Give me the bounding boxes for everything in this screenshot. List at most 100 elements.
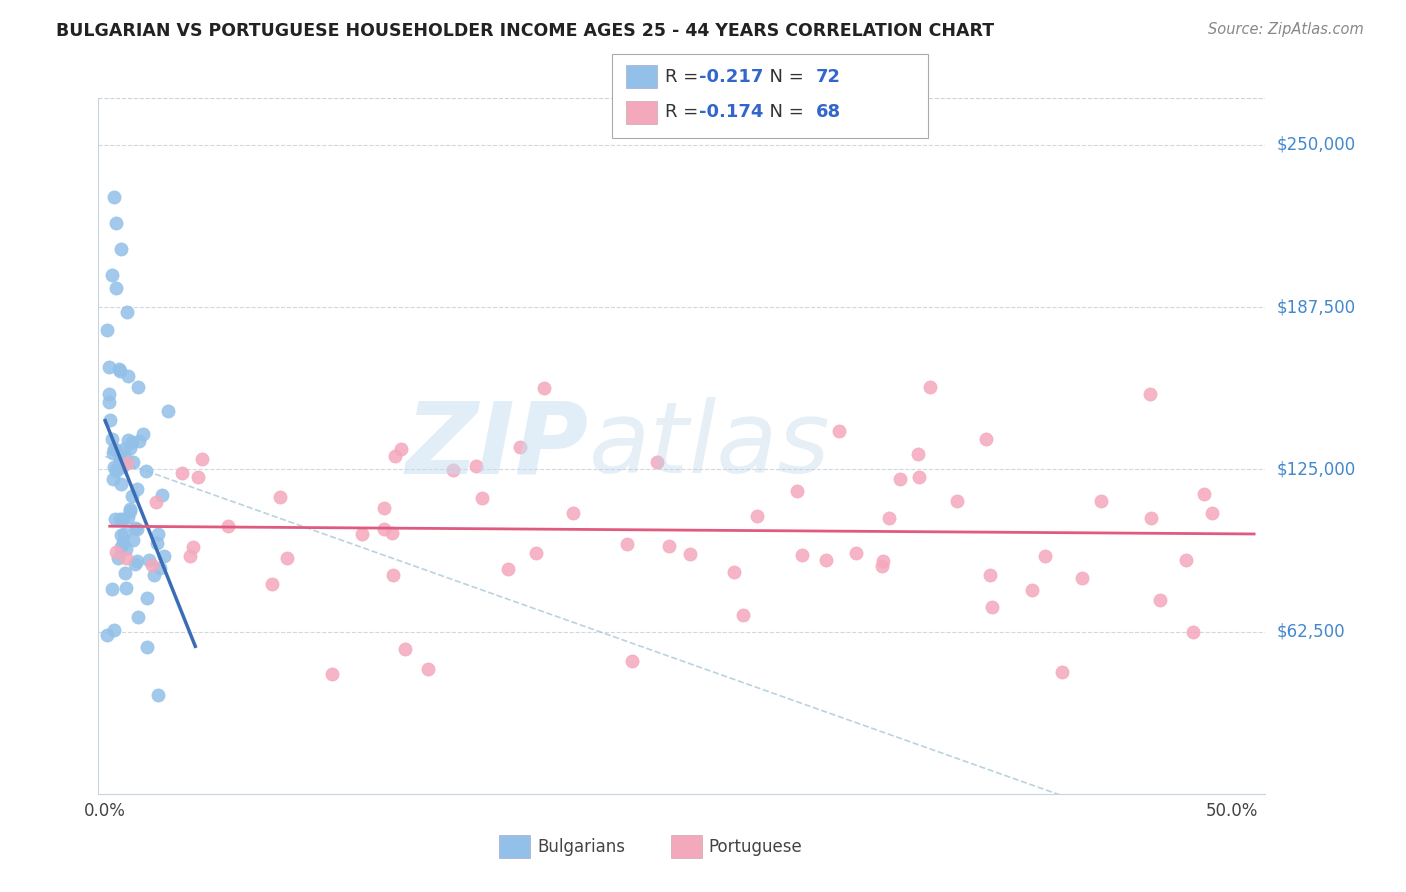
Point xyxy=(111,460,134,475)
Point xyxy=(121,533,143,547)
Point xyxy=(150,488,173,502)
Point xyxy=(723,565,745,579)
Point xyxy=(616,536,638,550)
Point xyxy=(509,441,531,455)
Point xyxy=(105,216,128,230)
Point xyxy=(117,433,139,447)
Point xyxy=(114,442,136,456)
Text: ZIP: ZIP xyxy=(405,398,589,494)
Point xyxy=(907,470,929,484)
Point xyxy=(181,540,204,554)
Point xyxy=(889,473,911,487)
Point xyxy=(621,654,644,668)
Point xyxy=(979,567,1001,582)
Point xyxy=(100,582,122,597)
Point xyxy=(118,502,141,516)
Point xyxy=(125,483,148,497)
Point xyxy=(179,549,201,563)
Text: Portuguese: Portuguese xyxy=(709,838,803,855)
Point xyxy=(465,458,488,473)
Point xyxy=(110,527,132,541)
Point xyxy=(96,323,118,337)
Point xyxy=(1021,583,1043,598)
Point xyxy=(125,522,148,536)
Point xyxy=(121,434,143,449)
Point xyxy=(103,446,125,460)
Point xyxy=(533,381,555,395)
Point xyxy=(381,526,404,541)
Point xyxy=(108,364,131,378)
Point xyxy=(104,464,127,478)
Text: -0.217: -0.217 xyxy=(699,68,763,86)
Point xyxy=(747,509,769,524)
Point xyxy=(105,443,128,458)
Point xyxy=(645,454,668,468)
Point xyxy=(105,545,128,559)
Point xyxy=(526,546,548,560)
Point xyxy=(112,527,135,541)
Text: $125,000: $125,000 xyxy=(1277,460,1355,478)
Point xyxy=(1090,494,1112,508)
Point xyxy=(148,688,170,702)
Point xyxy=(97,387,120,401)
Point xyxy=(141,558,163,572)
Point xyxy=(117,369,139,384)
Point xyxy=(321,667,343,681)
Point xyxy=(146,535,169,549)
Point xyxy=(1070,570,1092,584)
Point xyxy=(872,554,894,568)
Point xyxy=(1174,553,1197,567)
Point xyxy=(108,362,131,376)
Text: 72: 72 xyxy=(815,68,841,86)
Point xyxy=(153,549,176,563)
Point xyxy=(103,190,125,204)
Point xyxy=(1201,507,1223,521)
Point xyxy=(172,466,194,480)
Point xyxy=(1194,487,1216,501)
Point xyxy=(1139,387,1161,401)
Point xyxy=(111,456,134,470)
Text: $187,500: $187,500 xyxy=(1277,298,1355,316)
Point xyxy=(97,359,120,374)
Point xyxy=(115,581,138,595)
Point xyxy=(217,519,239,533)
Point xyxy=(786,483,808,498)
Point xyxy=(127,610,149,624)
Point xyxy=(105,461,128,475)
Point xyxy=(103,472,125,486)
Point xyxy=(384,449,406,463)
Point xyxy=(148,561,170,575)
Text: R =: R = xyxy=(665,68,704,86)
Point xyxy=(115,456,138,470)
Text: atlas: atlas xyxy=(589,398,830,494)
Point xyxy=(679,547,702,561)
Point xyxy=(733,608,755,623)
Point xyxy=(828,424,851,438)
Point xyxy=(190,451,212,466)
Point xyxy=(132,426,155,441)
Point xyxy=(135,465,157,479)
Point xyxy=(845,546,868,560)
Point xyxy=(877,511,900,525)
Point xyxy=(110,540,132,554)
Point xyxy=(115,304,138,318)
Point xyxy=(135,591,157,606)
Point xyxy=(1149,593,1171,607)
Text: N =: N = xyxy=(758,103,810,121)
Point xyxy=(496,562,519,576)
Text: $250,000: $250,000 xyxy=(1277,136,1355,153)
Point xyxy=(96,627,118,641)
Text: 68: 68 xyxy=(815,103,841,121)
Point xyxy=(103,459,125,474)
Point xyxy=(981,600,1004,615)
Point xyxy=(391,442,413,456)
Text: N =: N = xyxy=(758,68,810,86)
Point xyxy=(792,549,814,563)
Point xyxy=(441,463,464,477)
Text: BULGARIAN VS PORTUGUESE HOUSEHOLDER INCOME AGES 25 - 44 YEARS CORRELATION CHART: BULGARIAN VS PORTUGUESE HOUSEHOLDER INCO… xyxy=(56,22,994,40)
Point xyxy=(107,550,129,565)
Point xyxy=(104,512,127,526)
Point xyxy=(115,551,138,566)
Text: Source: ZipAtlas.com: Source: ZipAtlas.com xyxy=(1208,22,1364,37)
Point xyxy=(260,577,283,591)
